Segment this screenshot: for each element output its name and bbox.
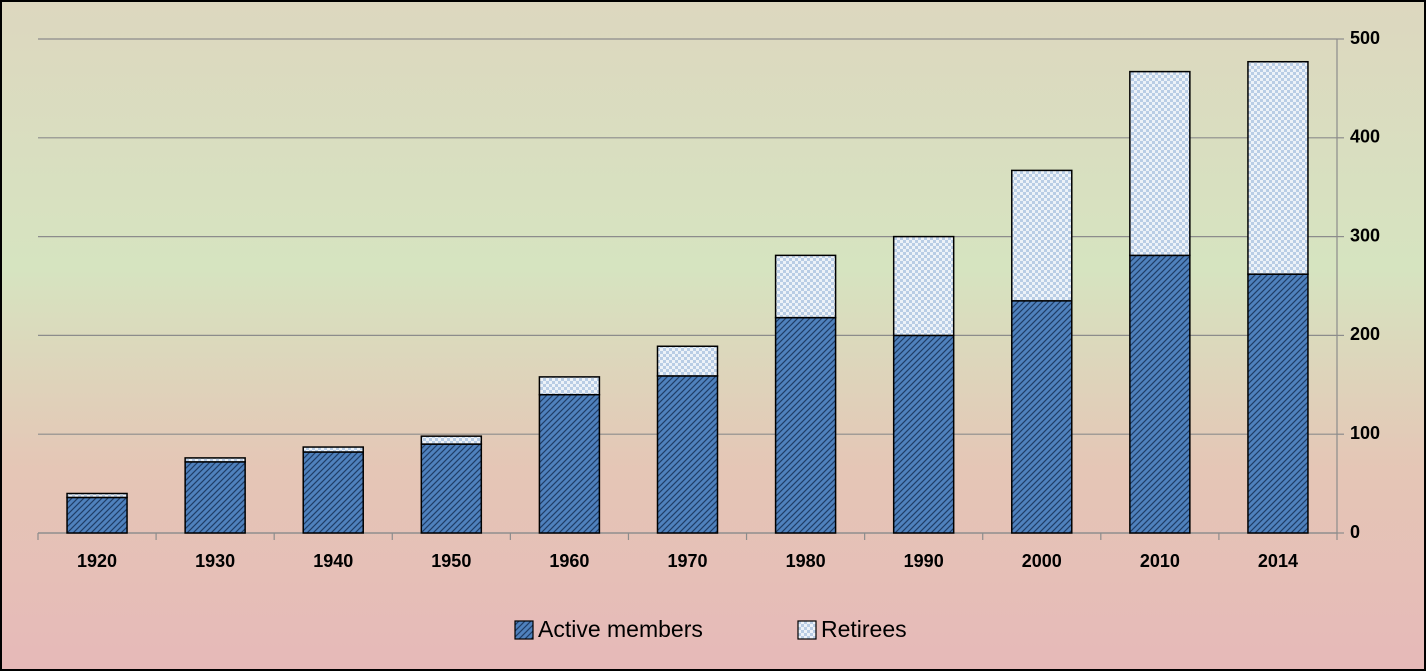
legend-label: Retirees [821, 616, 907, 642]
y-tick-label: 300 [1350, 225, 1380, 245]
bar-segment [66, 496, 128, 534]
bar-segment [184, 461, 246, 534]
x-tick-label: 1950 [431, 551, 471, 571]
bar-segment [66, 492, 128, 499]
legend-swatch [797, 620, 817, 640]
x-tick-label: 1930 [195, 551, 235, 571]
bar-segment [1011, 169, 1073, 302]
bar-segment [538, 393, 601, 534]
bar-segment [1247, 273, 1309, 534]
bar-segment [1247, 60, 1309, 275]
x-tick-label: 1970 [667, 551, 707, 571]
y-tick-label: 0 [1350, 522, 1360, 542]
x-tick-label: 1980 [786, 551, 826, 571]
x-tick-label: 1920 [77, 551, 117, 571]
y-tick-label: 500 [1350, 28, 1380, 48]
bar-segment [302, 451, 364, 534]
x-tick-label: 1940 [313, 551, 353, 571]
bar-segment [420, 435, 483, 445]
bar-segment [302, 446, 364, 453]
legend-swatch [514, 620, 534, 640]
bar-segment [892, 235, 955, 337]
x-tick-label: 2000 [1022, 551, 1062, 571]
x-tick-label: 2010 [1140, 551, 1180, 571]
bar-segment [892, 334, 955, 534]
bar-segment [774, 316, 837, 534]
bar-segment [774, 254, 837, 319]
legend-label: Active members [538, 616, 703, 642]
y-tick-label: 400 [1350, 127, 1380, 147]
bar-segment [538, 376, 601, 396]
y-tick-label: 200 [1350, 324, 1380, 344]
bar-segment [420, 443, 483, 534]
bar-segment [1129, 70, 1191, 257]
x-tick-label: 2014 [1258, 551, 1298, 571]
bar-segment [1129, 254, 1191, 534]
bar-segment [656, 345, 719, 377]
bar-segment [656, 375, 719, 534]
x-tick-label: 1960 [549, 551, 589, 571]
y-tick-label: 100 [1350, 423, 1380, 443]
x-tick-label: 1990 [904, 551, 944, 571]
bar-segment [1011, 300, 1073, 534]
bar-segment [184, 457, 246, 463]
